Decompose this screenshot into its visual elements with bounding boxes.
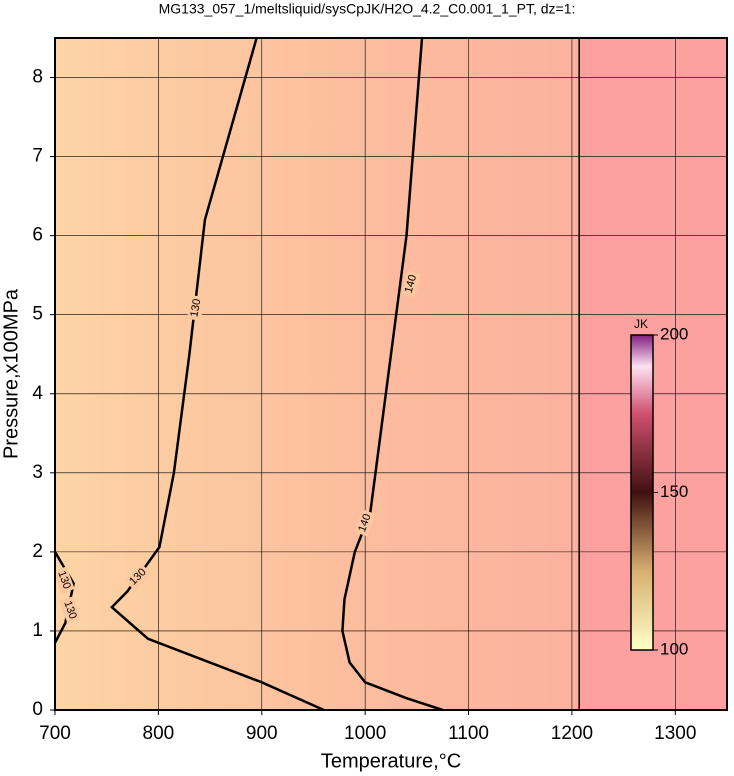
y-tick-label: 3 — [32, 462, 43, 483]
x-tick-label: 1200 — [551, 723, 593, 744]
y-tick-label: 6 — [32, 225, 43, 246]
y-tick-label: 0 — [32, 699, 43, 720]
y-tick-label: 5 — [32, 304, 43, 325]
y-tick-label: 8 — [32, 67, 43, 88]
x-tick-label: 900 — [246, 723, 278, 744]
contour-label: 140 — [356, 512, 374, 533]
x-tick-label: 800 — [143, 723, 175, 744]
contour-label-bg — [401, 270, 421, 298]
x-tick-label: 1100 — [448, 723, 489, 744]
colorbar-label: JK — [634, 317, 648, 331]
y-axis-label: Pressure,x100MPa — [0, 288, 22, 459]
contour-label-bg — [187, 294, 205, 322]
y-tick-label: 7 — [32, 146, 43, 167]
contour-label: 140 — [403, 274, 419, 295]
contour-label: 130 — [55, 569, 73, 590]
contour-line — [341, 37, 444, 712]
x-tick-label: 1000 — [344, 723, 386, 744]
contour-label-bg — [354, 509, 376, 537]
colorbar-tick-label: 100 — [660, 639, 688, 658]
y-tick-label: 2 — [32, 541, 43, 562]
colorbar — [630, 334, 654, 651]
contour-label-bg — [53, 566, 75, 594]
x-tick-label: 1300 — [654, 723, 696, 744]
contour-label-bg — [59, 596, 81, 624]
plot-frame — [54, 37, 728, 711]
contour-label-bg — [124, 563, 152, 591]
y-tick-label: 1 — [32, 620, 43, 641]
colorbar-tick-label: 150 — [660, 482, 688, 501]
contour-label: 130 — [61, 599, 79, 620]
contour-label: 130 — [188, 298, 203, 318]
chart-title: MG133_057_1/meltsliquid/sysCpJK/H2O_4.2_… — [159, 1, 576, 17]
y-tick-label: 4 — [32, 383, 43, 404]
x-axis-label: Temperature,°C — [321, 750, 461, 772]
x-tick-label: 700 — [39, 723, 71, 744]
colorbar-tick-label: 200 — [660, 324, 688, 343]
